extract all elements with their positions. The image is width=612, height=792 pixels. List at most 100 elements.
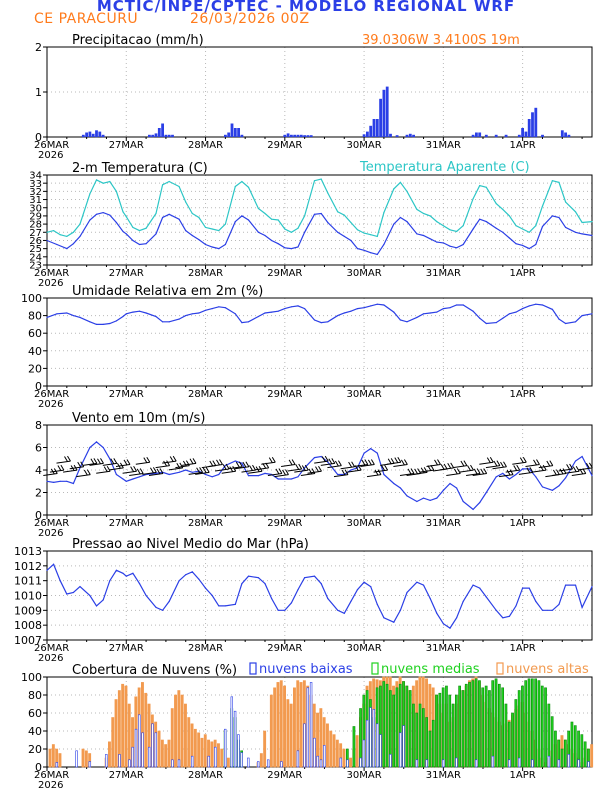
data-point	[185, 469, 187, 471]
data-point	[138, 476, 141, 478]
cloud-low-bar	[531, 759, 534, 768]
cloud-low-bar	[118, 754, 121, 768]
y-tick-label: 1012	[14, 560, 42, 573]
cloud-mid-bar	[352, 726, 356, 768]
wind-barb-staff	[56, 460, 71, 464]
data-point	[59, 234, 61, 236]
data-point	[528, 587, 530, 589]
data-point	[191, 234, 193, 237]
data-point	[185, 315, 187, 317]
wind-barb	[551, 468, 567, 476]
cloud-high-bar	[203, 734, 207, 768]
data-point	[449, 229, 451, 231]
x-tick-label: 26MAR	[34, 389, 69, 400]
x-tick-label: 29MAR	[267, 770, 302, 781]
wind-barb	[327, 460, 342, 469]
wind-barb-feather	[189, 458, 194, 465]
data-point	[449, 482, 451, 485]
wind-barb-feather	[572, 466, 577, 472]
wind-barb-staff	[221, 470, 236, 474]
cloud-high-bar	[114, 699, 118, 768]
cloud-mid-bar	[464, 683, 468, 768]
y-tick-label: 6	[35, 441, 42, 454]
cloud-high-bar	[167, 739, 171, 768]
wind-barb-staff	[195, 471, 210, 475]
wind-barb-feather	[232, 466, 237, 472]
cloud-mid-bar	[412, 703, 415, 768]
data-point	[53, 230, 55, 232]
data-point	[234, 313, 236, 315]
header-location: CE PARACURU	[34, 11, 139, 27]
data-point	[290, 306, 292, 308]
cloud-mid-bar	[454, 694, 458, 768]
wind-barb	[162, 455, 177, 464]
wind-barb-staff	[439, 467, 454, 471]
wind-barb-feather	[555, 469, 560, 475]
wind-barb-feather	[516, 464, 521, 471]
wind-barb-staff	[399, 473, 415, 476]
data-point	[132, 239, 134, 242]
data-point	[551, 308, 554, 310]
x-tick-label: 31MAR	[426, 770, 461, 781]
data-point	[79, 223, 81, 225]
data-point	[102, 212, 104, 214]
y-tick-label: 60	[28, 327, 42, 340]
cloud-high-bar	[269, 694, 273, 768]
wind-barb-staff	[43, 473, 58, 476]
cloud-low-bar	[425, 759, 428, 768]
cloud-low-bar	[177, 759, 181, 768]
cloud-mid-bar	[537, 680, 541, 768]
precip-bar	[567, 134, 571, 138]
precip-bar	[405, 134, 409, 138]
wind-barb-staff	[479, 461, 494, 465]
x-tick-label: 31MAR	[426, 643, 461, 654]
cloud-low-bar	[339, 757, 342, 768]
data-point	[115, 320, 117, 322]
wind-barb-staff	[49, 469, 64, 473]
y-tick-label: 1	[35, 86, 42, 99]
data-point	[297, 246, 299, 248]
wind-barb-feather	[377, 469, 382, 475]
wind-barb	[538, 460, 554, 469]
data-point	[508, 615, 510, 617]
wind-barb-staff	[281, 464, 296, 467]
y-tick-label: 34	[29, 171, 42, 182]
data-point	[436, 311, 438, 313]
precip-bar	[157, 128, 161, 137]
precip-bar	[171, 134, 174, 138]
data-point	[565, 226, 567, 228]
wind-barb-feather	[500, 461, 504, 468]
data-point	[132, 478, 134, 480]
data-point	[264, 472, 266, 474]
data-point	[393, 188, 395, 190]
wind-barb-feather	[453, 468, 458, 475]
wind-barb-staff	[426, 464, 441, 467]
data-point	[406, 321, 408, 323]
cloud-mid-bar	[474, 678, 478, 768]
wind-barb-feather	[387, 458, 392, 465]
legend-apparent-temperature: Temperatura Aparente (C)	[359, 160, 530, 175]
data-point	[185, 201, 187, 203]
cloud-low-bar	[88, 761, 92, 768]
wind-barb-feather	[156, 468, 161, 475]
x-tick-label: 28MAR	[188, 389, 223, 400]
data-point	[178, 318, 180, 320]
data-point	[370, 448, 372, 450]
data-point	[422, 234, 425, 237]
data-point	[581, 233, 583, 235]
series-line-wind	[46, 441, 593, 511]
wind-barb-staff	[472, 473, 487, 476]
y-tick-label: 25	[29, 244, 42, 255]
data-point	[429, 597, 431, 600]
data-point	[581, 315, 583, 317]
wind-barb-staff	[558, 468, 573, 472]
wind-barb-staff	[466, 473, 481, 476]
precip-bar	[521, 128, 524, 137]
wind-barb-feather	[367, 459, 372, 466]
precip-bar	[286, 133, 290, 137]
data-point	[574, 231, 577, 233]
precip-bar	[167, 134, 171, 138]
data-point	[456, 247, 458, 249]
wind-barb-feather	[460, 460, 465, 467]
